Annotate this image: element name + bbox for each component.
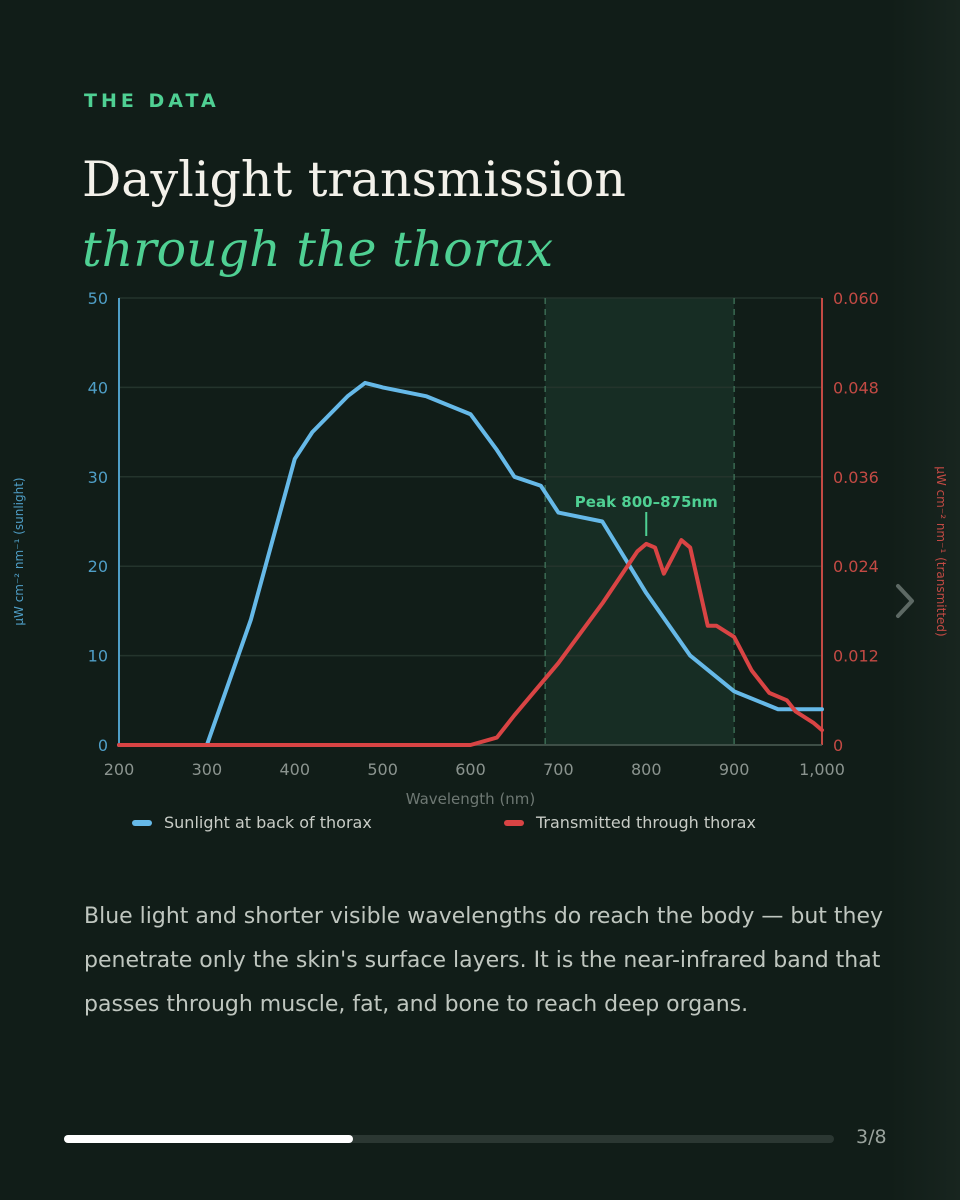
x-tick-label: 500 [367,760,398,779]
side-shade [890,0,960,1200]
x-tick-label: 200 [104,760,135,779]
legend-item-transmitted: Transmitted through thorax [504,813,756,832]
y-tick-label-left: 20 [88,557,108,576]
x-tick-label: 800 [631,760,662,779]
legend-label-transmitted: Transmitted through thorax [536,813,756,832]
y-axis-title-right: μW cm⁻² nm⁻¹ (transmitted) [934,466,948,636]
x-axis-title: Wavelength (nm) [406,790,536,808]
legend-swatch-sunlight [132,819,152,826]
x-tick-label: 900 [719,760,750,779]
section-eyebrow: THE DATA [84,90,220,112]
y-tick-label-left: 40 [88,378,108,397]
peak-annotation-label: Peak 800–875nm [575,493,718,511]
legend-swatch-transmitted [504,819,524,826]
series-line-sunlight [117,380,824,747]
legend-label-sunlight: Sunlight at back of thorax [164,813,372,832]
y-tick-label-right: 0 [833,736,843,755]
y-tick-label-right: 0.012 [833,647,879,666]
y-tick-label-left: 30 [88,468,108,487]
x-tick-label: 400 [279,760,310,779]
transmission-chart: 0102030405000.0120.0240.0360.0480.060200… [12,289,948,808]
page-indicator: 3/8 [856,1126,887,1148]
highlight-band [545,298,735,745]
y-tick-label-right: 0.048 [833,378,879,397]
x-tick-label: 600 [455,760,486,779]
legend-item-sunlight: Sunlight at back of thorax [132,813,372,832]
y-tick-label-right: 0.024 [833,557,879,576]
x-tick-label: 1,000 [799,760,845,779]
y-tick-label-left: 0 [98,736,108,755]
chevron-right-icon [896,584,914,618]
y-tick-label-left: 10 [88,647,108,666]
series-line-transmitted [117,538,824,747]
x-tick-label: 300 [192,760,223,779]
progress-bar [64,1135,834,1143]
y-tick-label-right: 0.060 [833,289,879,308]
page-title: Daylight transmission [82,151,626,208]
y-tick-label-left: 50 [88,289,108,308]
y-tick-label-right: 0.036 [833,468,879,487]
progress-fill [64,1135,353,1143]
page-subtitle: through the thorax [82,221,554,278]
next-slide-button[interactable] [888,578,924,624]
body-paragraph: Blue light and shorter visible wavelengt… [84,904,884,1017]
x-tick-label: 700 [543,760,574,779]
y-axis-title-left: μW cm⁻² nm⁻¹ (sunlight) [12,477,26,625]
